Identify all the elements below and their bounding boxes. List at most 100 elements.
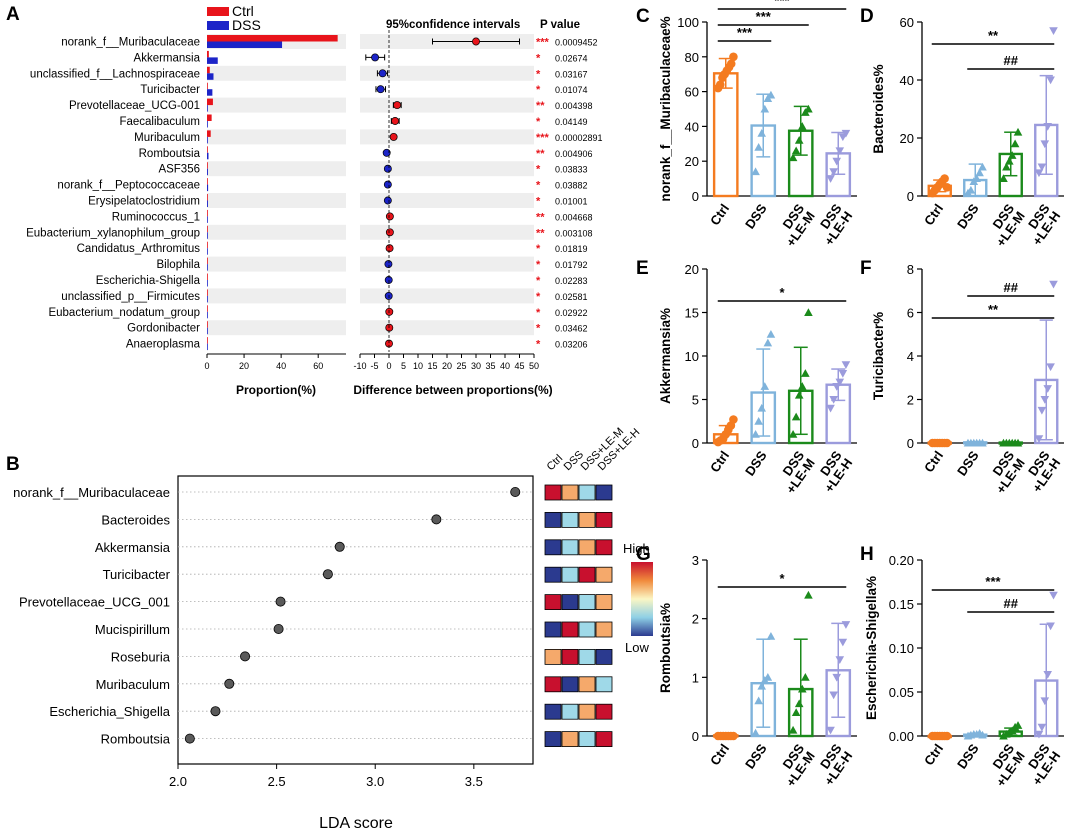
lda-taxon-label: Prevotellaceae_UCG_001 [19,595,170,610]
bar-dss [207,280,208,287]
data-point [1040,396,1050,404]
lda-point [334,541,345,552]
data-point [841,621,851,629]
data-point [1040,697,1050,706]
bar-dss [207,57,218,64]
diff-point [384,260,393,269]
category-label: DSS+LE-H [1019,201,1064,248]
bar-ctrl [207,114,212,121]
tick-label: 0.10 [889,641,914,656]
data-point [760,382,770,390]
data-point [832,673,842,682]
data-point [829,168,838,176]
category-label: DSS+LE-M [772,201,818,250]
y-axis-label-e: Akkermansia% [658,308,673,404]
p-value: 0.01001 [555,197,588,207]
data-point [832,383,842,391]
bar-ctrl [207,162,208,169]
taxon-label: Gordonibacter [127,323,200,335]
p-value: 0.01792 [555,260,588,270]
significance-stars: * [536,52,541,64]
data-point [797,684,807,693]
p-value: 0.02674 [555,53,588,63]
data-point [1034,730,1044,739]
tick-label: 0 [386,361,391,371]
data-point [1034,169,1044,178]
tick-label: 40 [900,73,914,88]
row-stripe-right [360,161,534,177]
bar-ctrl [207,50,209,58]
lda-taxon-label: norank_f__Muribaculaceae [13,485,170,500]
heatmap-cell [595,484,613,501]
row-stripe-left [207,320,346,336]
lda-point [322,569,333,580]
p-value: 0.03882 [555,181,588,191]
bar-dss [207,327,208,335]
data-point [829,396,838,404]
bar-ctrl [207,194,208,201]
lda-point [210,706,221,717]
category-label: DSS [742,201,770,232]
tick-label: 5 [692,393,699,408]
data-point [942,731,952,741]
row-stripe-right [360,129,534,145]
taxon-label: Romboutsia [139,148,201,160]
tick-label: -5 [370,361,378,371]
data-point [788,725,798,734]
bar-ctrl [207,130,211,137]
y-axis-label-d: Bacteroides% [871,64,886,153]
bar-ctrl [207,289,208,296]
tick-label: 15 [427,361,437,371]
row-stripe-left [207,129,346,145]
significance-stars: * [536,84,541,96]
data-point [978,730,987,739]
p-value: 0.00002891 [555,133,603,143]
significance-stars: * [536,243,541,255]
data-point [729,52,738,62]
tick-label: 0 [204,361,209,371]
legend-label-ctrl: Ctrl [232,3,254,19]
panel-label-g: G [636,544,651,565]
bar-ctrl [207,273,208,280]
category-label: DSS+LE-M [982,201,1028,250]
significance-stars: ** [536,100,545,112]
category-label: DSS [954,741,982,772]
diff-point [389,132,398,141]
data-point [832,157,842,166]
tick-label: 100 [677,15,699,30]
tick-label: 20 [442,361,452,371]
data-point [1010,139,1020,148]
category-label: DSS+LE-M [982,741,1028,790]
data-point [794,136,804,144]
significance-stars: * [536,196,541,208]
heatmap-cell [578,512,596,528]
panel-label-c: C [636,6,650,27]
bar-dss [207,295,208,303]
data-point [1037,163,1047,172]
significance-marker: ## [1004,596,1019,611]
data-point [726,59,736,69]
heatmap-cell [561,512,579,528]
tick-label: 40 [685,119,699,134]
heatmap-cell [544,676,562,693]
significance-marker: *** [985,574,1001,589]
tick-label: 0.20 [889,553,914,568]
data-point [757,681,767,690]
axis-label-proportion: Proportion(%) [236,383,316,397]
heatmap-cell [595,566,613,583]
tick-label: 45 [514,361,524,371]
tick-label: 2 [907,393,914,408]
data-point [715,80,725,89]
heatmap-cell [595,512,613,528]
tick-label: 40 [276,361,286,371]
significance-marker: * [779,571,785,586]
category-label-line: DSS [742,741,770,772]
heatmap-cell [544,594,562,610]
lda-point [510,486,521,497]
data-point [797,382,807,390]
p-value: 0.02581 [555,292,588,302]
category-label: DSS [954,201,982,232]
data-point [978,438,987,447]
bar-dss [207,200,208,207]
heatmap-cell [544,621,562,638]
